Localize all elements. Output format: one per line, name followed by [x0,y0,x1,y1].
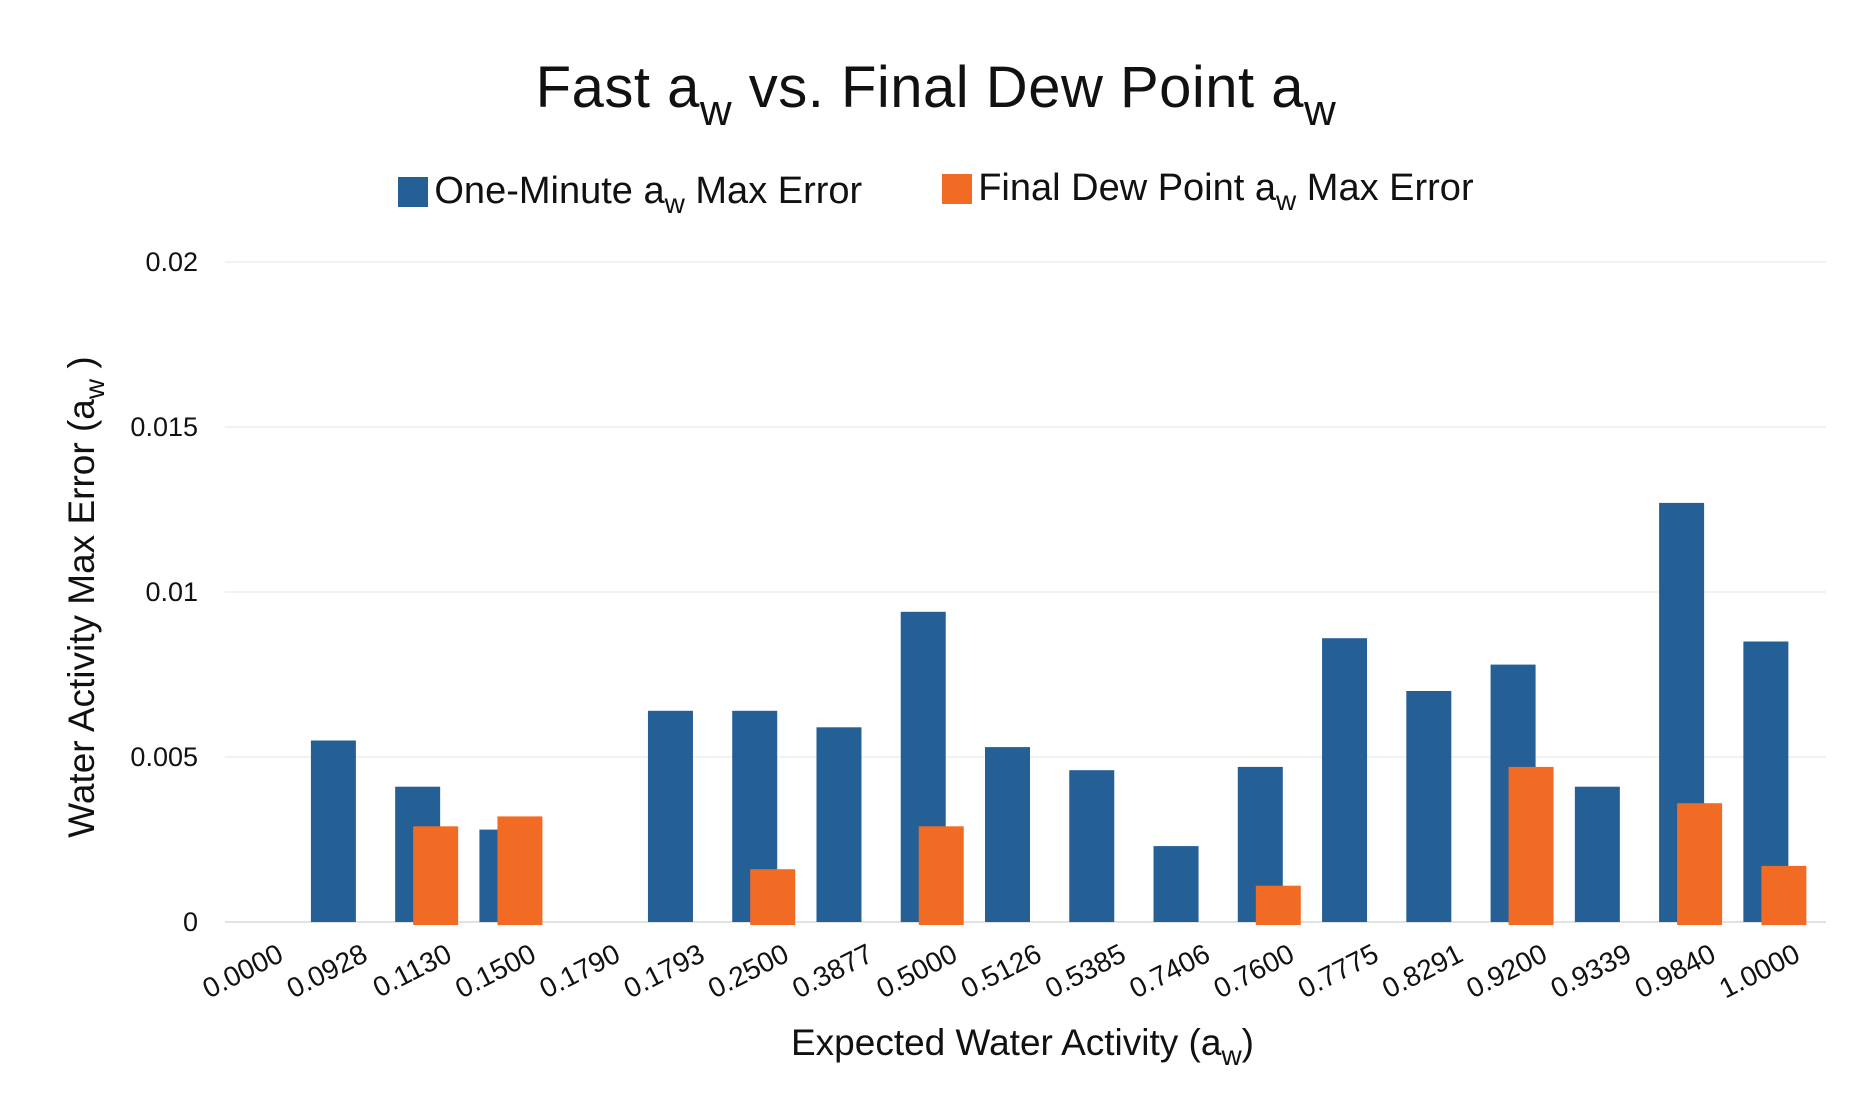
bar-final-dew-point [750,869,796,925]
y-tick-label: 0.02 [145,247,198,277]
x-tick-label: 0.7775 [1293,938,1383,1005]
x-tick-label: 0.5126 [956,938,1046,1005]
bar-one-minute [310,740,356,922]
y-tick-label: 0 [183,907,198,937]
x-tick-label: 1.0000 [1714,938,1804,1005]
legend-label-final-dew-point: Final Dew Point aw Max Error [978,167,1474,216]
bar-one-minute [985,747,1030,922]
x-tick-label: 0.1793 [619,938,709,1005]
x-tick-label: 0.2500 [703,938,793,1005]
y-tick-label: 0.015 [130,412,198,442]
legend-swatch-one-minute [398,176,429,207]
bar-one-minute [1153,846,1199,922]
bar-one-minute [647,710,693,922]
x-tick-label: 0.7406 [1124,938,1214,1005]
x-tick-label: 0.7600 [1209,938,1299,1005]
x-tick-label: 0.3877 [787,938,877,1005]
bar-final-dew-point [413,826,459,925]
x-tick-label: 0.1790 [535,938,625,1005]
bar-one-minute [1406,691,1452,922]
x-axis-title: Expected Water Activity (aw) [790,1022,1254,1071]
legend: One-Minute aw Max Error Final Dew Point … [0,167,1872,219]
bar-one-minute [1069,770,1115,922]
bar-final-dew-point [918,826,964,925]
bar-one-minute [1574,786,1620,922]
bar-final-dew-point [497,816,543,925]
bar-one-minute [816,727,862,922]
bar-one-minute [1322,638,1368,922]
x-tick-label: 0.1130 [368,938,457,1004]
legend-swatch-final-dew-point [942,173,973,204]
x-tick-label: 0.9339 [1546,938,1636,1005]
legend-label-one-minute: One-Minute aw Max Error [434,170,863,219]
y-tick-label: 0.01 [145,577,198,607]
y-tick-label: 0.005 [130,742,198,772]
legend-item-final-dew-point: Final Dew Point aw Max Error [942,164,1474,216]
legend-item-one-minute: One-Minute aw Max Error [398,170,863,219]
x-tick-label: 0.1500 [450,938,540,1005]
x-tick-label: 0.0000 [197,938,287,1005]
x-tick-label: 0.0928 [282,938,372,1005]
bar-final-dew-point [1677,803,1723,925]
y-axis-title: Water Activity Max Error (aw ) [61,356,110,838]
bar-final-dew-point [1255,885,1301,925]
x-tick-label: 0.9200 [1461,938,1551,1005]
x-tick-label: 0.8291 [1377,938,1467,1005]
x-tick-label: 0.9840 [1630,938,1720,1005]
x-tick-label: 0.5000 [872,938,962,1005]
chart-title: Fast aw vs. Final Dew Point aw [535,55,1337,135]
bar-final-dew-point [1508,766,1554,925]
x-tick-label: 0.5385 [1040,938,1130,1005]
bar-final-dew-point [1761,865,1807,925]
